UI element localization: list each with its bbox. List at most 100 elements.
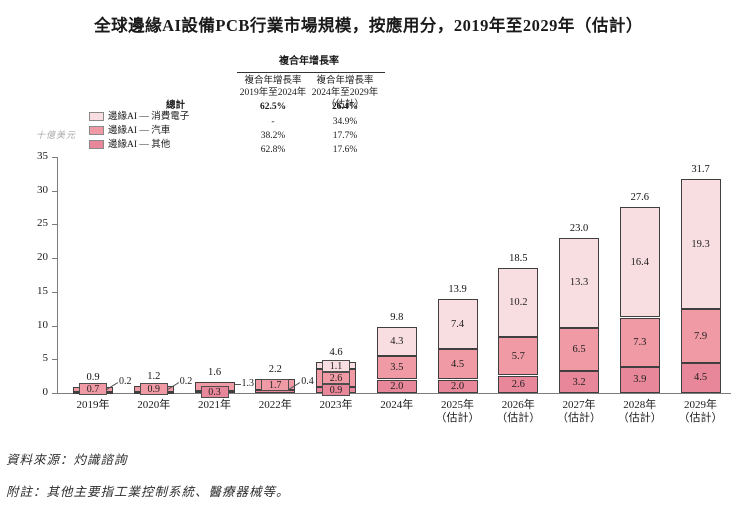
bar-segment [680, 309, 721, 363]
y-tick [52, 291, 57, 293]
bar-total-label: 27.6 [630, 191, 649, 203]
cagr-total-2019-2024: 62.5% [259, 102, 287, 112]
y-tick-label: 20 [37, 251, 48, 264]
segment-value-label: 0.3 [200, 386, 229, 398]
segment-value-label: 0.4 [301, 376, 314, 387]
x-category-label: 2027年 （估計） [544, 399, 614, 425]
x-category-label: 2021年 [198, 399, 231, 411]
legend-item-consumer: 邊緣AI — 消費電子 [0, 112, 300, 123]
bar-segment [437, 299, 478, 350]
bar-total-label: 0.9 [86, 371, 100, 383]
cagr-other-2019-2024: 62.8% [260, 145, 286, 155]
bar-segment [376, 326, 417, 356]
y-tick-label: 35 [37, 150, 48, 162]
legend-swatch-consumer [89, 112, 104, 121]
segment-value-label: 0.2 [179, 376, 193, 387]
bar-total-label: 1.6 [207, 367, 222, 379]
x-category-estimate-label: （估計） [435, 412, 480, 424]
bar-segment [255, 390, 296, 393]
x-category-estimate-label: （估計） [678, 412, 723, 424]
bar-segment [559, 237, 599, 328]
y-axis [57, 157, 58, 393]
y-tick-label: 15 [37, 284, 48, 297]
y-tick [52, 325, 57, 327]
cagr-auto-2024-2029: 17.7% [332, 131, 358, 141]
segment-value-label: 0.7 [79, 383, 107, 396]
x-category-label: 2029年 （估計） [666, 399, 736, 425]
bar-segment [437, 349, 478, 380]
y-axis-unit-label: 十億美元 [36, 130, 77, 140]
bar-total-label: 1.2 [147, 370, 161, 382]
bar-segment [619, 317, 660, 367]
legend-swatch-other [89, 140, 104, 149]
cagr-consumer-2024-2029: 34.9% [332, 117, 358, 127]
cagr-table: 複合年增長率 複合年增長率 2019年至2024年 複合年增長率 2024年至2… [231, 50, 387, 160]
bar-segment [559, 371, 599, 393]
segment-value-label: 1.7 [261, 378, 290, 391]
legend-item-auto: 邊緣AI — 汽車 [0, 126, 300, 137]
y-tick [52, 258, 57, 260]
legend-label-other: 邊緣AI — 其他 [108, 140, 171, 150]
x-category-label: 2024年 [380, 399, 414, 411]
cagr-total-2024-2029: 26.4% [331, 102, 359, 112]
x-category-label: 2028年 （估計） [605, 399, 675, 425]
segment-value-label: 0.9 [139, 382, 168, 395]
legend-item-other: 邊緣AI — 其他 [0, 140, 300, 151]
bar-total-label: 13.9 [448, 284, 467, 296]
segment-value-label: 1.1 [322, 359, 350, 372]
y-tick-label: 10 [37, 318, 48, 331]
legend-swatch-auto [89, 126, 104, 135]
x-category-label: 2023年 [319, 399, 353, 411]
bar-segment [680, 362, 721, 393]
footnote: 附註：其他主要指工業控制系統、醫療器械等。 [6, 485, 290, 499]
bar-total-label: 31.7 [691, 164, 710, 176]
y-tick [52, 190, 57, 192]
segment-value-label: 0.9 [322, 384, 350, 396]
bar-total-label: 4.6 [329, 347, 343, 358]
x-category-label: 2019年 [76, 399, 110, 411]
bar-segment [498, 375, 539, 393]
bar-segment [498, 268, 539, 338]
legend-label-consumer: 邊緣AI — 消費電子 [108, 112, 190, 122]
segment-value-label: 1.3 [241, 378, 255, 389]
page-title: 全球邊緣AI設備PCB行業市場規模，按應用分，2019年至2029年（估計） [94, 16, 643, 35]
legend-total-label: 總計 [165, 101, 185, 111]
x-axis [57, 393, 731, 394]
segment-value-label: 0.2 [119, 376, 132, 387]
bar-segment [376, 379, 417, 393]
x-category-estimate-label: （估計） [557, 412, 601, 424]
y-tick [52, 359, 57, 361]
cagr-table-title: 複合年增長率 [279, 56, 339, 67]
y-tick [52, 393, 57, 394]
source-note: 資料來源：灼識諮詢 [6, 453, 128, 467]
y-tick [52, 157, 57, 158]
y-tick [52, 224, 57, 226]
x-category-label: 2026年 （估計） [483, 399, 553, 425]
cagr-consumer-2019-2024: - [271, 117, 275, 127]
y-tick-label: 30 [37, 183, 48, 196]
y-tick-label: 25 [37, 217, 48, 230]
y-tick-label: 0 [42, 386, 49, 398]
bar-total-label: 23.0 [569, 222, 589, 234]
bar-total-label: 2.2 [268, 363, 282, 375]
x-category-label: 2025年 （估計） [423, 399, 493, 425]
bar-segment [680, 179, 721, 310]
bar-segment [619, 206, 660, 318]
bar-segment [498, 337, 539, 376]
x-category-estimate-label: （估計） [496, 412, 541, 424]
bar-segment [376, 355, 417, 380]
x-category-label: 2020年 [137, 399, 171, 411]
cagr-col2-header: 複合年增長率 2024年至2029年 （估計） [311, 76, 379, 110]
leader-line [234, 384, 241, 385]
bar-total-label: 18.5 [509, 253, 528, 265]
bar-total-label: 9.8 [390, 311, 404, 323]
bar-segment [437, 379, 478, 393]
legend-label-auto: 邊緣AI — 汽車 [108, 126, 171, 136]
bar-segment [559, 327, 599, 372]
cagr-col1-header: 複合年增長率 2019年至2024年 [239, 76, 307, 98]
segment-value-label: 2.6 [322, 372, 350, 385]
table-rule [237, 72, 385, 73]
bar-segment [619, 366, 660, 393]
